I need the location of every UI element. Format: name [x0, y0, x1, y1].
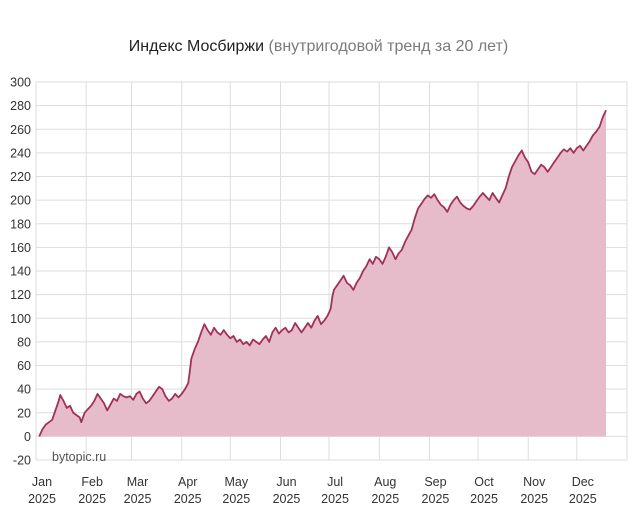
- y-tick-label: 160: [10, 241, 31, 255]
- x-tick-labels: Jan 2025 Feb 2025 Mar 2025 Apr 2025 May 2025 Jun 20…: [28, 475, 597, 506]
- x-tick-label-year: 2025: [520, 492, 548, 506]
- x-tick-label-month: Oct: [474, 475, 494, 489]
- y-tick-label: 260: [10, 123, 31, 137]
- x-tick-label-month: Aug: [374, 475, 396, 489]
- y-tick-label: 80: [17, 335, 31, 349]
- y-tick-label: 120: [10, 288, 31, 302]
- x-tick-label-year: 2025: [273, 492, 301, 506]
- area-layer: [38, 109, 607, 437]
- y-tick-label: 60: [17, 359, 31, 373]
- x-tick-label-month: Feb: [81, 475, 103, 489]
- y-tick-labels: -20 0 20 40 60 80 100 120 140 160 180 200 220 240 260 2…: [10, 76, 31, 468]
- y-tick-label: 40: [17, 383, 31, 397]
- x-tick-label-month: Nov: [523, 475, 546, 489]
- watermark-text: bytopic.ru: [52, 450, 106, 464]
- x-tick-label-month: Sep: [424, 475, 446, 489]
- y-tick-label: 20: [17, 406, 31, 420]
- x-tick-label-month: Jun: [276, 475, 296, 489]
- series-line: [38, 109, 607, 437]
- y-tick-label: 220: [10, 170, 31, 184]
- x-tick-label-month: Jan: [32, 475, 52, 489]
- x-tick-label-year: 2025: [28, 492, 56, 506]
- x-tick-label-year: 2025: [569, 492, 597, 506]
- x-tick-label-month: Mar: [127, 475, 149, 489]
- y-tick-label: 100: [10, 312, 31, 326]
- x-tick-label-month: Jul: [327, 475, 343, 489]
- x-tick-label-month: Apr: [178, 475, 197, 489]
- x-tick-label-year: 2025: [78, 492, 106, 506]
- y-tick-label: 280: [10, 99, 31, 113]
- x-tick-label-year: 2025: [321, 492, 349, 506]
- series-area: [39, 110, 606, 437]
- y-tick-label: -20: [13, 454, 31, 468]
- y-tick-label: 240: [10, 146, 31, 160]
- x-tick-label-year: 2025: [422, 492, 450, 506]
- y-tick-label: 300: [10, 76, 31, 90]
- chart-subtitle: (внутригодовой тренд за 20 лет): [268, 38, 509, 55]
- x-tick-label-year: 2025: [470, 492, 498, 506]
- y-tick-label: 200: [10, 194, 31, 208]
- x-tick-label-year: 2025: [124, 492, 152, 506]
- x-tick-label-month: May: [224, 475, 248, 489]
- x-tick-label-month: Dec: [572, 475, 594, 489]
- chart-title: Индекс Мосбиржи (внутригодовой тренд за …: [0, 38, 637, 56]
- y-tick-label: 0: [24, 430, 31, 444]
- chart-title-main: Индекс Мосбиржи: [128, 38, 265, 55]
- x-tick-label-year: 2025: [222, 492, 250, 506]
- x-tick-label-year: 2025: [371, 492, 399, 506]
- x-tick-label-year: 2025: [174, 492, 202, 506]
- y-tick-label: 140: [10, 265, 31, 279]
- y-tick-label: 180: [10, 217, 31, 231]
